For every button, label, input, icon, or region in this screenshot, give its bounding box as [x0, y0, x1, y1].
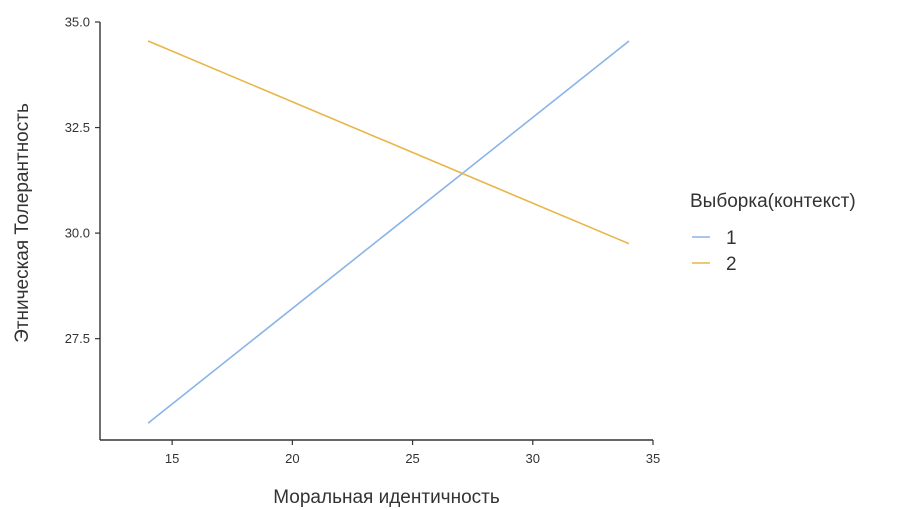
- legend-title: Выборка(контекст): [690, 191, 856, 212]
- y-axis-ticks: 27.5 30.0 32.5 35.0: [65, 15, 100, 346]
- x-axis-title: Моральная идентичность: [273, 487, 500, 508]
- y-tick-label: 27.5: [65, 331, 90, 346]
- x-axis-ticks: 15 20 25 30 35: [165, 440, 660, 466]
- y-tick-label: 30.0: [65, 226, 90, 241]
- legend-label-2: 2: [726, 254, 737, 275]
- x-tick-label: 20: [285, 451, 299, 466]
- legend: Выборка(контекст) 1 2: [690, 191, 856, 275]
- x-tick-label: 25: [405, 451, 419, 466]
- axes: [99, 22, 653, 441]
- series-lines: [147, 40, 630, 424]
- x-tick-label: 35: [646, 451, 660, 466]
- series-line-2: [147, 40, 630, 245]
- x-tick-label: 30: [526, 451, 540, 466]
- legend-label-1: 1: [726, 228, 737, 249]
- y-tick-label: 35.0: [65, 15, 90, 30]
- y-axis-title: Этническая Толерантность: [12, 103, 33, 343]
- y-tick-label: 32.5: [65, 120, 90, 135]
- x-tick-label: 15: [165, 451, 179, 466]
- series-line-1: [147, 40, 630, 424]
